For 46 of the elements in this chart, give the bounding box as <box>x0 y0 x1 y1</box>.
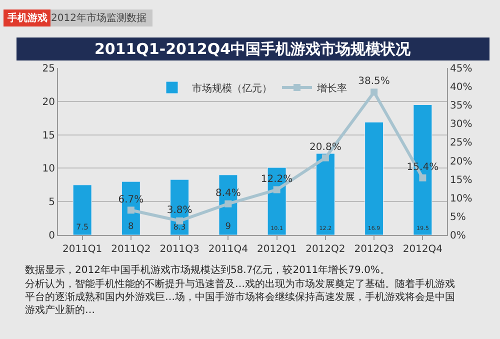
x-tick-label: 2012Q4 <box>402 244 443 255</box>
point <box>419 174 426 182</box>
x-tick-label: 2012Q2 <box>306 244 346 255</box>
text: 分析认为，智能手机性能的不断提升与迅速普及…戏的出现为市场发展奠定了基础。随着手机游戏平台的逐渐成熟和国内外游戏巨…场，中国手游市场将会继续保持高速发展，手机游戏将会是中国游戏产业新的… <box>25 278 455 316</box>
data-label: 7.5 <box>76 222 89 232</box>
y-tick-label: 25 <box>42 64 55 74</box>
bar <box>364 122 384 235</box>
y-tick-label: 20 <box>42 96 55 108</box>
y2-tick-label: 35% <box>450 100 472 112</box>
bar <box>316 153 335 235</box>
y2-tick-label: 40% <box>450 82 472 94</box>
data-label: 38.5% <box>358 76 390 88</box>
point <box>322 154 329 162</box>
y2-tick-label: 10% <box>450 193 472 204</box>
bar <box>72 184 92 235</box>
x-tick-label: 2011Q3 <box>160 244 200 255</box>
x-tick-label: 2011Q4 <box>208 244 248 255</box>
point <box>224 200 232 208</box>
y2-tick-label: 30% <box>450 119 472 130</box>
chart-subtitle: 2012年市场监测数据 <box>51 12 146 24</box>
y2-tick-label: 45% <box>450 64 472 74</box>
data-label: 8 <box>128 222 134 232</box>
y-tick-label: 15 <box>42 130 55 142</box>
text: 数据显示，2012年中国手机游戏市场规模达到58.7亿元，较2011年增长79.0%。 <box>25 264 390 276</box>
point <box>273 186 280 194</box>
x-tick-label: 2011Q1 <box>62 244 102 255</box>
x-tick-label: 2012Q3 <box>354 244 394 255</box>
y2-tick-label: 15% <box>450 174 472 186</box>
y-tick-label: 0 <box>48 230 55 242</box>
y2-tick-label: 0% <box>450 230 466 242</box>
point <box>370 88 378 96</box>
data-label: 20.8% <box>310 142 342 153</box>
x-tick-label: 2012Q1 <box>256 244 297 255</box>
point <box>127 206 134 214</box>
legend-label: 增长率 <box>316 82 347 94</box>
y2-tick-label: 20% <box>450 156 472 168</box>
y2-tick-label: 5% <box>450 212 466 223</box>
y-tick-label: 5 <box>48 197 55 208</box>
y2-tick-label: 25% <box>450 138 472 149</box>
chart-title: 2011Q1-2012Q4中国手机游戏市场规模状况 <box>94 40 412 58</box>
data-label: 9 <box>225 222 232 232</box>
text: 手机游戏 <box>6 12 48 24</box>
x-tick-label: 2011Q2 <box>111 244 151 255</box>
y-tick-label: 10 <box>42 164 55 175</box>
legend-label: 市场规模（亿元） <box>192 82 272 94</box>
data-label: 8.3 <box>173 222 186 232</box>
